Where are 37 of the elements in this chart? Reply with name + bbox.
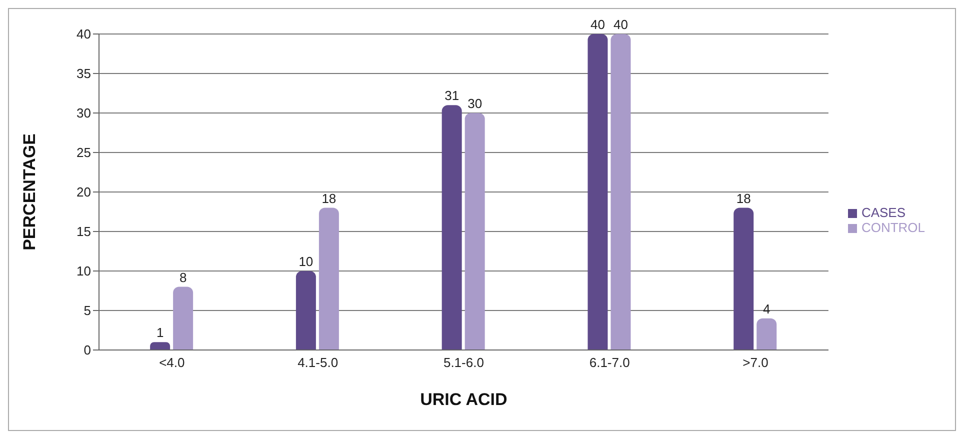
x-axis-title: URIC ACID [420, 390, 508, 409]
data-label: 10 [298, 254, 314, 269]
legend-label: CASES [861, 204, 906, 220]
bar [588, 34, 608, 350]
y-tick-label: 35 [76, 66, 91, 82]
x-tick-label: <4.0 [159, 355, 185, 370]
legend-label: CONTROL [861, 220, 925, 234]
bar [734, 208, 754, 350]
bar [756, 318, 777, 350]
y-tick-label: 10 [76, 264, 91, 279]
y-tick-label: 0 [84, 342, 91, 358]
bar [610, 34, 631, 350]
bar [442, 105, 462, 350]
x-tick-label: >7.0 [742, 355, 768, 370]
y-tick-label: 15 [76, 224, 91, 240]
y-tick-label: 40 [76, 26, 91, 42]
data-label: 40 [613, 17, 628, 32]
y-tick-label: 25 [76, 145, 91, 160]
y-tick-label: 20 [76, 184, 91, 200]
data-label: 18 [736, 190, 751, 206]
y-tick-label: 30 [76, 106, 91, 121]
bar [464, 113, 485, 350]
bar [296, 271, 316, 350]
bar [318, 208, 339, 350]
bar [173, 286, 194, 350]
data-label: 8 [179, 270, 187, 285]
data-label: 1 [156, 325, 164, 340]
y-axis-title: PERCENTAGE [20, 134, 40, 250]
y-tick-label: 5 [84, 303, 91, 318]
x-tick-label: 6.1-7.0 [589, 355, 630, 370]
x-tick-label: 4.1-5.0 [298, 355, 338, 370]
bar [150, 342, 170, 350]
data-label: 30 [468, 96, 482, 111]
data-label: 31 [444, 88, 460, 104]
data-label: 40 [590, 17, 605, 32]
x-tick-label: 5.1-6.0 [443, 355, 484, 370]
data-label: 18 [322, 190, 336, 206]
